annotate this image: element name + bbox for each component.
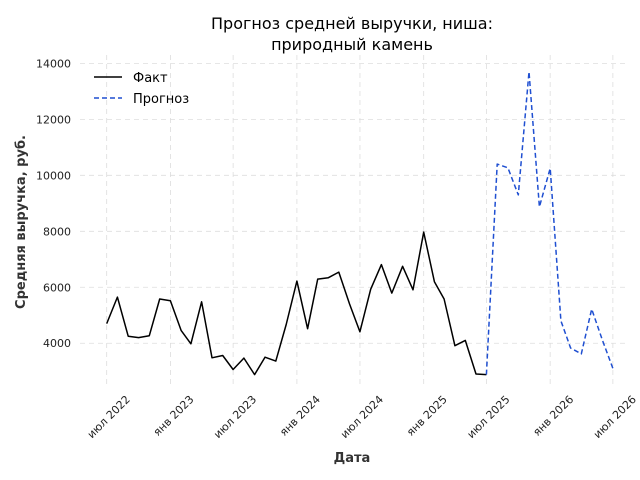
x-tick-label: июл 2024: [338, 393, 386, 441]
grid: [80, 55, 625, 388]
y-tick-label: 4000: [43, 337, 71, 350]
x-axis-ticks: июл 2022 янв 2023 июл 2023 янв 2024 июл 2024…: [85, 393, 639, 441]
x-tick-label: июл 2022: [85, 393, 133, 441]
series-lines: [106, 71, 614, 376]
y-axis-ticks: 4000 6000 8000 10000 12000 14000: [36, 57, 71, 350]
x-tick-label: янв 2025: [404, 393, 450, 439]
x-axis-label: Дата: [334, 451, 371, 466]
series-line-forecast: [485, 71, 614, 375]
y-tick-label: 12000: [36, 113, 71, 126]
y-tick-label: 6000: [43, 281, 71, 294]
chart-title-line-1: Прогноз средней выручки, ниша:: [211, 14, 493, 33]
legend-label-forecast: Прогноз: [133, 92, 189, 107]
legend: Факт Прогноз: [94, 71, 189, 107]
y-tick-label: 14000: [36, 57, 71, 70]
x-tick-label: янв 2026: [530, 393, 576, 439]
y-axis-label: Средняя выручка, руб.: [14, 135, 29, 309]
legend-label-fact: Факт: [133, 71, 168, 86]
x-tick-label: янв 2023: [151, 393, 197, 439]
x-tick-label: янв 2024: [277, 393, 323, 439]
x-tick-label: июл 2025: [464, 393, 512, 441]
x-tick-label: июл 2026: [591, 393, 639, 441]
series-line-fact: [106, 231, 487, 376]
chart-title-line-2: природный камень: [271, 35, 433, 54]
x-tick-label: июл 2023: [211, 393, 259, 441]
y-tick-label: 8000: [43, 225, 71, 238]
y-tick-label: 10000: [36, 169, 71, 182]
